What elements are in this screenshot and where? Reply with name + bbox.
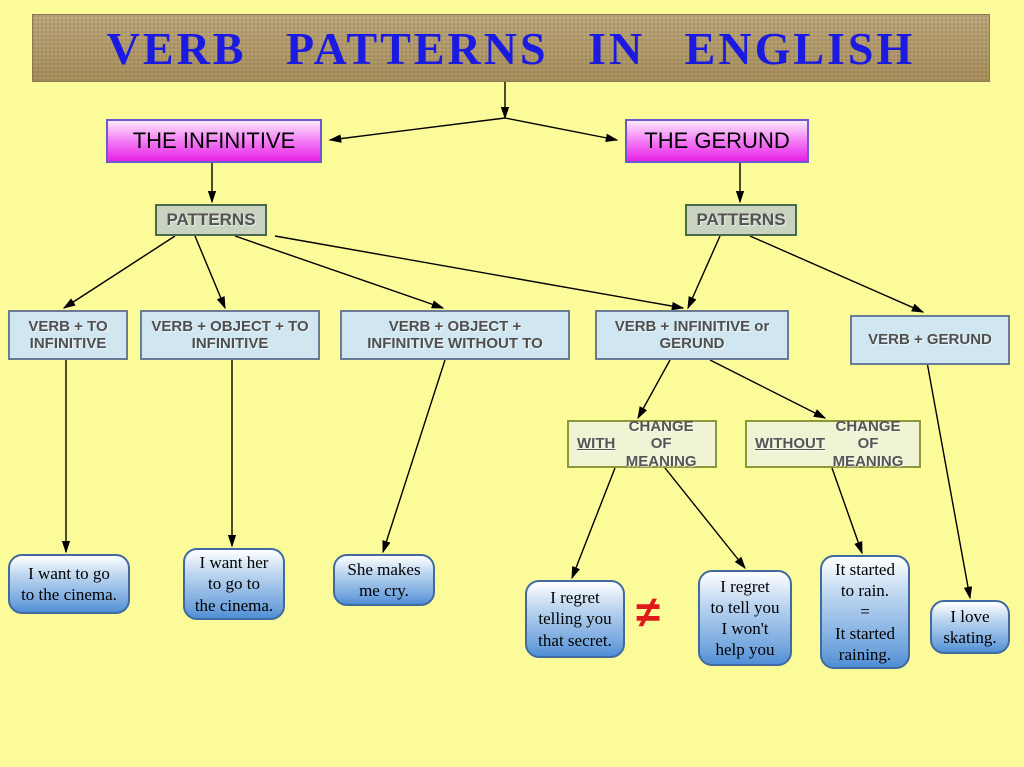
node-verb-object-to-infinitive: VERB + OBJECT + TO INFINITIVE [140, 310, 320, 360]
c4-label: VERB + INFINITIVE or GERUND [605, 318, 779, 353]
node-patterns-right: PATTERNS [685, 204, 797, 236]
example-want-go-cinema: I want to goto the cinema. [8, 554, 130, 614]
example-regret-to-tell: I regretto tell youI won'thelp you [698, 570, 792, 666]
node-with-change: WITH CHANGEOF MEANING [567, 420, 717, 468]
c1-label: VERB + TO INFINITIVE [18, 318, 118, 353]
example-started-rain: It startedto rain.=It startedraining. [820, 555, 910, 669]
c3-label: VERB + OBJECT + INFINITIVE WITHOUT TO [350, 318, 560, 353]
node-infinitive: THE INFINITIVE [106, 119, 322, 163]
patterns-right-label: PATTERNS [696, 210, 785, 230]
node-verb-to-infinitive: VERB + TO INFINITIVE [8, 310, 128, 360]
c2-label: VERB + OBJECT + TO INFINITIVE [150, 318, 310, 353]
title-banner: VERB PATTERNS IN ENGLISH [32, 14, 990, 82]
example-regret-telling: I regrettelling youthat secret. [525, 580, 625, 658]
node-patterns-left: PATTERNS [155, 204, 267, 236]
node-verb-gerund: VERB + GERUND [850, 315, 1010, 365]
example-love-skating: I loveskating. [930, 600, 1010, 654]
patterns-left-label: PATTERNS [166, 210, 255, 230]
not-equal-symbol: ≠ [636, 588, 660, 638]
example-want-her-go-cinema: I want herto go tothe cinema. [183, 548, 285, 620]
node-without-change: WITHOUT CHANGEOF MEANING [745, 420, 921, 468]
node-infinitive-label: THE INFINITIVE [133, 128, 296, 154]
c5-label: VERB + GERUND [868, 331, 992, 348]
page-title: VERB PATTERNS IN ENGLISH [107, 22, 916, 75]
node-verb-infinitive-or-gerund: VERB + INFINITIVE or GERUND [595, 310, 789, 360]
node-gerund: THE GERUND [625, 119, 809, 163]
node-verb-object-infinitive-without-to: VERB + OBJECT + INFINITIVE WITHOUT TO [340, 310, 570, 360]
example-she-makes-me-cry: She makesme cry. [333, 554, 435, 606]
node-gerund-label: THE GERUND [644, 128, 789, 154]
